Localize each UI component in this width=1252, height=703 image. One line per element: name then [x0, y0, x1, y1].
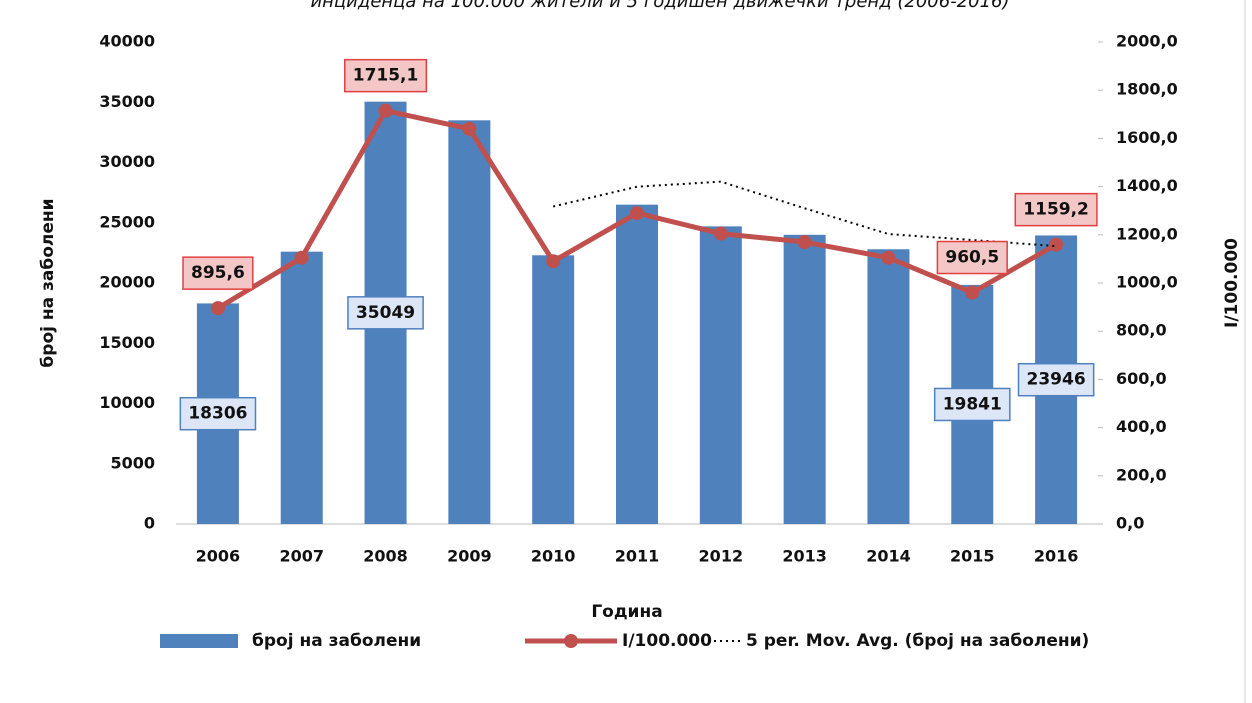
data-label: 23946: [1027, 370, 1086, 390]
y2-tick-label: 600,0: [1116, 369, 1167, 388]
y-tick-label: 0: [144, 514, 155, 533]
x-tick-label: 2011: [615, 547, 660, 566]
legend-label: број на заболени: [252, 631, 421, 651]
x-axis-title: Година: [591, 602, 662, 622]
data-label: 19841: [943, 394, 1002, 414]
data-label: 960,5: [945, 248, 999, 268]
data-label-box: [936, 240, 1008, 275]
line-marker: [294, 250, 309, 265]
trend-line: [552, 180, 1057, 248]
legend-label: 5 per. Mov. Avg. (број на заболени): [746, 631, 1089, 651]
y2-axis-title: I/100.000: [1222, 238, 1242, 328]
y2-tick-label: 200,0: [1116, 465, 1167, 484]
x-tick-label: 2007: [279, 547, 324, 566]
y2-tick-label: 1400,0: [1116, 176, 1178, 195]
y-tick-label: 35000: [99, 92, 155, 111]
data-label-box: [347, 296, 424, 330]
bar: [699, 226, 742, 525]
line-marker: [210, 301, 225, 316]
line-marker: [1049, 237, 1064, 252]
line-marker: [630, 206, 644, 221]
line-marker: [713, 226, 728, 241]
y-tick-label: 5000: [110, 453, 155, 472]
y2-tick-label: 2000,0: [1116, 32, 1178, 51]
data-label: 1159,2: [1023, 200, 1089, 220]
y-tick-label: 15000: [99, 333, 155, 352]
data-label-box: [1017, 362, 1095, 397]
x-tick-label: 2015: [950, 547, 995, 566]
chart-title: инциденца на 100.000 жители и 5 годишен …: [310, 0, 1009, 12]
y2-tick-label: 1200,0: [1116, 224, 1178, 243]
y-axis-title: број на заболени: [38, 198, 58, 367]
x-tick-label: 2014: [866, 547, 911, 566]
line-marker: [378, 103, 393, 118]
line-marker: [881, 250, 896, 265]
y2-tick-label: 1600,0: [1116, 128, 1178, 147]
data-label: 895,6: [191, 263, 245, 283]
data-label: 1715,1: [353, 66, 419, 86]
y2-tick-label: 0,0: [1116, 514, 1144, 533]
x-tick-label: 2008: [363, 547, 408, 566]
x-tick-label: 2012: [699, 547, 744, 566]
bar: [448, 120, 491, 524]
y-tick-label: 25000: [99, 212, 155, 231]
x-tick-label: 2010: [531, 547, 576, 566]
x-tick-label: 2016: [1034, 547, 1079, 566]
y-tick-label: 20000: [99, 273, 155, 292]
y-tick-label: 40000: [99, 32, 155, 51]
bar: [616, 204, 658, 525]
x-tick-label: 2009: [447, 547, 492, 566]
bar: [867, 249, 910, 524]
line-marker: [797, 235, 812, 250]
line-marker: [965, 285, 980, 300]
data-label: 18306: [188, 404, 247, 424]
line-marker: [546, 254, 561, 269]
y2-tick-label: 400,0: [1116, 417, 1167, 436]
data-label-box: [1014, 192, 1098, 227]
data-label-box: [182, 256, 254, 290]
legend-label: I/100.000: [622, 631, 712, 651]
y2-tick-label: 1800,0: [1116, 80, 1178, 99]
data-label: 35049: [356, 303, 415, 323]
line-marker: [462, 121, 477, 136]
y2-tick-label: 1000,0: [1116, 273, 1178, 292]
bar: [783, 234, 826, 525]
legend-swatch: [160, 634, 238, 648]
y-tick-label: 10000: [99, 393, 155, 412]
x-tick-label: 2006: [196, 547, 241, 566]
x-tick-label: 2013: [782, 547, 827, 566]
data-label-box: [343, 58, 428, 93]
y2-tick-label: 800,0: [1116, 321, 1167, 340]
bar: [280, 251, 323, 525]
bar: [532, 255, 575, 524]
legend-marker: [564, 634, 578, 648]
data-label-box: [933, 387, 1011, 422]
y-tick-label: 30000: [99, 152, 155, 171]
data-label-box: [179, 396, 257, 431]
